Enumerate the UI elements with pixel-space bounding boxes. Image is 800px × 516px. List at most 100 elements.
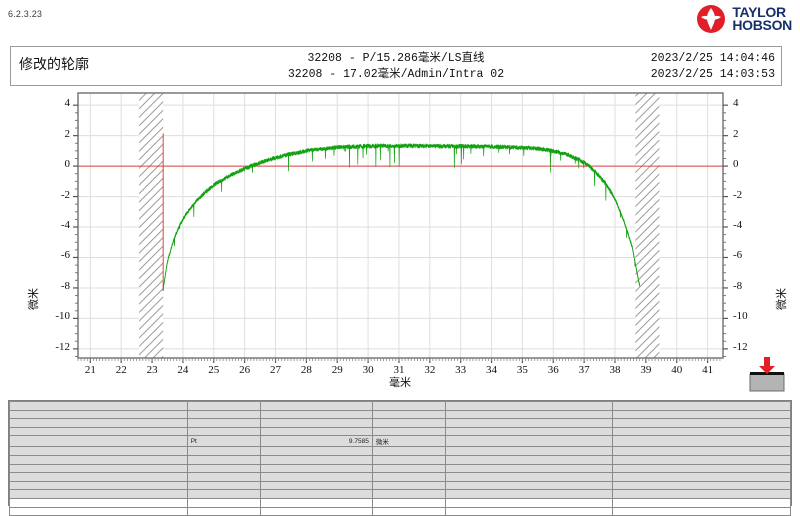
row-mid-cell (445, 418, 614, 428)
row-label-cell (9, 497, 188, 508)
y-tick-left-4: 4 (64, 97, 71, 110)
profile-type-title: 修改的轮廓 (19, 58, 89, 73)
y-tick-right--4: -4 (733, 219, 743, 232)
row-label-cell (9, 506, 188, 516)
table-row[interactable] (9, 489, 791, 499)
y-tick-right--6: -6 (733, 249, 743, 262)
row-mid-cell (445, 401, 614, 411)
row-mid-cell (445, 463, 614, 474)
row-mid-cell (445, 435, 614, 448)
row-unit-cell (371, 472, 447, 482)
x-tick-33: 33 (455, 364, 467, 376)
row-mid-cell (445, 409, 614, 420)
row-value-cell (260, 506, 373, 516)
row-right-cell (612, 418, 791, 428)
x-tick-25: 25 (208, 364, 220, 376)
row-label-cell (9, 472, 188, 482)
row-label-cell (9, 489, 188, 499)
row-value-cell (260, 463, 373, 474)
row-unit-cell (371, 401, 447, 411)
row-right-cell (612, 463, 791, 474)
row-right-cell (612, 489, 791, 499)
table-row[interactable] (9, 401, 791, 411)
x-tick-37: 37 (578, 364, 590, 376)
x-tick-35: 35 (516, 364, 528, 376)
row-unit-cell (371, 454, 447, 465)
y-tick-right-0: 0 (733, 158, 739, 171)
y-tick-left--2: -2 (60, 188, 70, 201)
row-value-cell (260, 497, 373, 508)
x-tick-41: 41 (702, 364, 714, 376)
x-tick-38: 38 (609, 364, 621, 376)
timestamp-line2: 2023/2/25 14:03:53 (650, 68, 775, 81)
row-parameter-cell (186, 401, 262, 411)
y-tick-left--4: -4 (60, 219, 70, 232)
logo-text-line2: HOBSON (732, 17, 792, 33)
table-row[interactable] (9, 506, 791, 516)
row-right-cell (612, 435, 791, 448)
x-tick-31: 31 (393, 364, 405, 376)
row-right-cell (612, 409, 791, 420)
table-row[interactable] (9, 446, 791, 456)
timestamp-line1: 2023/2/25 14:04:46 (650, 52, 775, 65)
row-mid-cell (445, 446, 614, 456)
x-tick-21: 21 (84, 364, 96, 376)
x-tick-32: 32 (424, 364, 436, 376)
row-value-cell (260, 401, 373, 411)
table-row[interactable] (9, 480, 791, 491)
table-row[interactable] (9, 454, 791, 465)
row-parameter-cell (186, 497, 262, 508)
logo-text-line1: TAYLOR (732, 3, 786, 20)
row-right-cell (612, 472, 791, 482)
table-row[interactable] (9, 409, 791, 420)
x-tick-40: 40 (671, 364, 683, 376)
table-row[interactable] (9, 463, 791, 474)
probe-direction-icon[interactable] (744, 356, 788, 392)
y-tick-left--12: -12 (55, 340, 70, 353)
row-parameter-cell (186, 426, 262, 437)
row-value-cell (260, 446, 373, 456)
row-label-cell (9, 463, 188, 474)
profile-plot-svg (73, 92, 728, 363)
row-label-cell (9, 454, 188, 465)
row-value-cell (260, 409, 373, 420)
row-right-cell (612, 454, 791, 465)
chart-header-panel: 修改的轮廓 32208 - P/15.286毫米/LS直线 32208 - 17… (10, 46, 782, 86)
row-unit-cell (371, 497, 447, 508)
y-tick-right--8: -8 (733, 279, 743, 292)
table-row[interactable] (9, 426, 791, 437)
row-unit-cell (371, 409, 447, 420)
row-mid-cell (445, 489, 614, 499)
x-tick-28: 28 (300, 364, 312, 376)
row-parameter-cell (186, 446, 262, 456)
measurement-title-line2: 32208 - 17.02毫米/Admin/Intra 02 (287, 68, 505, 81)
table-row[interactable] (9, 472, 791, 482)
y-tick-left--10: -10 (55, 310, 70, 323)
x-tick-34: 34 (486, 364, 498, 376)
table-row[interactable]: Pt 9.7585 微米 (9, 435, 791, 448)
table-row[interactable] (9, 497, 791, 508)
row-mid-cell (445, 454, 614, 465)
row-label-cell (9, 446, 188, 456)
row-parameter-cell: Pt (186, 435, 262, 448)
x-axis-label: 毫米 (389, 377, 411, 389)
measurement-titles: 32208 - P/15.286毫米/LS直线 32208 - 17.02毫米/… (11, 51, 781, 83)
y-tick-right--10: -10 (733, 310, 748, 323)
y-tick-left-2: 2 (64, 127, 71, 140)
app-version-label: 6.2.3.23 (8, 9, 43, 19)
row-unit-cell (371, 489, 447, 499)
row-right-cell (612, 446, 791, 456)
row-mid-cell (445, 480, 614, 491)
row-label-cell (9, 401, 188, 411)
taylor-hobson-logo: TAYLOR HOBSON (695, 2, 792, 36)
results-table-container[interactable]: Pt 9.7585 微米 (8, 400, 792, 516)
row-mid-cell (445, 497, 614, 508)
y-tick-left--8: -8 (60, 279, 70, 292)
results-table: Pt 9.7585 微米 (9, 401, 791, 516)
row-label-cell (9, 435, 188, 448)
profile-chart: 微米 微米 毫米 4 4 2 2 0 0 -2 -2 -4 -4 -6 -6 -8 -8 -10 -10 -12… (0, 86, 800, 396)
row-label-cell (9, 409, 188, 420)
table-row[interactable] (9, 418, 791, 428)
x-tick-22: 22 (115, 364, 127, 376)
